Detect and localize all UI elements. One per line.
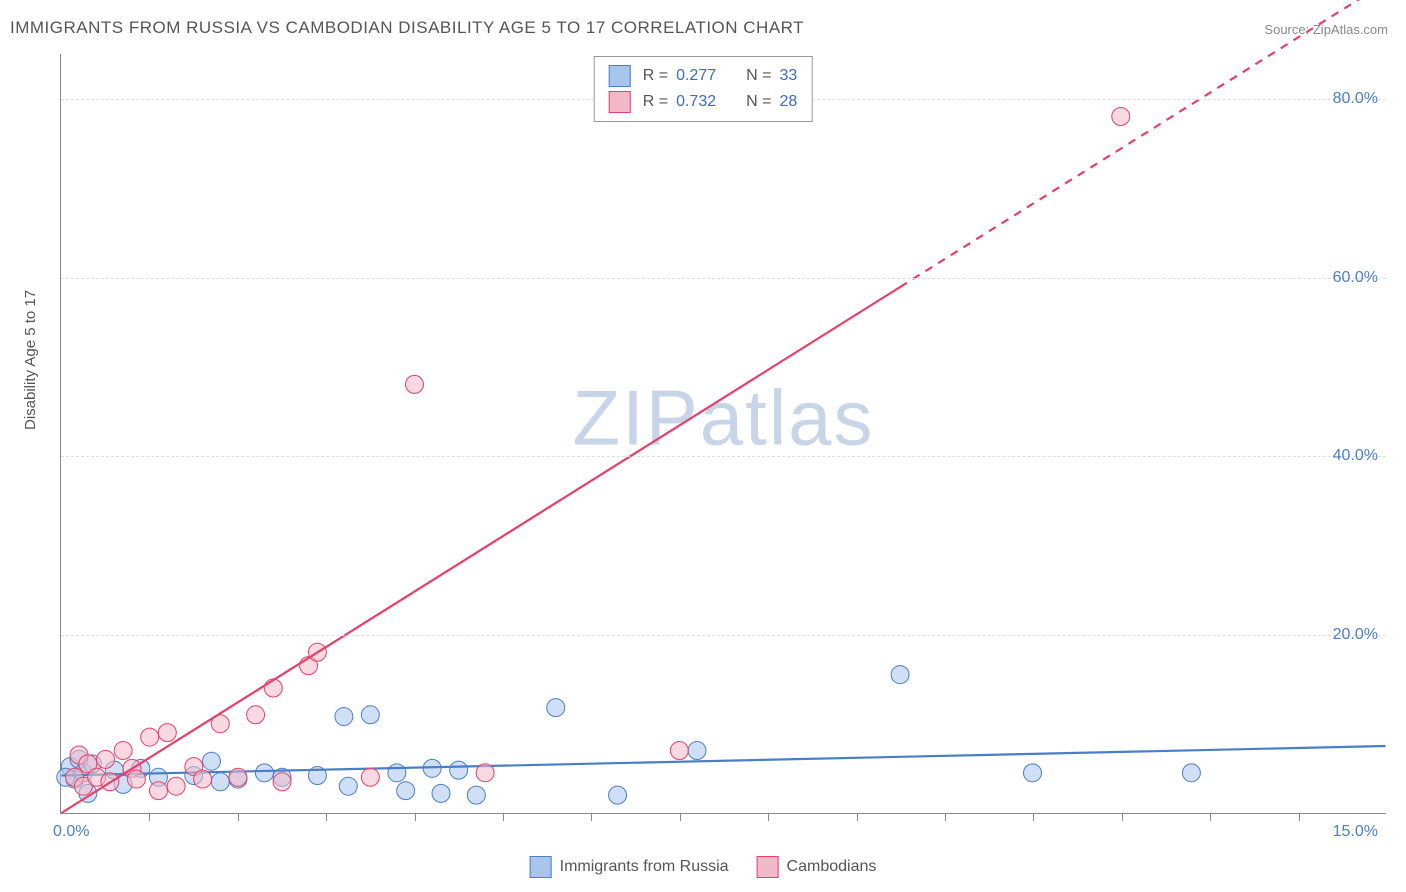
data-point [1112,108,1130,126]
x-tick [238,813,239,821]
data-point [158,724,176,742]
y-tick-label: 20.0% [1333,626,1378,644]
legend-item: Cambodians [757,856,877,878]
gridline [61,635,1386,636]
data-point [202,752,220,770]
x-tick [1033,813,1034,821]
x-axis-max-label: 15.0% [1333,823,1378,841]
legend-row: R = 0.277 N = 33 [609,63,798,89]
data-point [361,768,379,786]
x-tick [149,813,150,821]
x-tick [1299,813,1300,821]
data-point [1182,764,1200,782]
data-point [255,764,273,782]
data-point [114,742,132,760]
y-axis-title: Disability Age 5 to 17 [22,290,39,430]
gridline [61,456,1386,457]
data-point [339,777,357,795]
legend-r-value: 0.277 [676,63,716,89]
data-point [97,750,115,768]
data-point [688,742,706,760]
data-point [361,706,379,724]
data-point [432,784,450,802]
legend-swatch [609,65,631,87]
legend-row: R = 0.732 N = 28 [609,89,798,115]
data-point [891,666,909,684]
y-tick-label: 60.0% [1333,269,1378,287]
data-point [247,706,265,724]
data-point [335,708,353,726]
data-point [397,782,415,800]
data-point [609,786,627,804]
source-label: Source: [1264,22,1309,37]
legend-n-label: N = [746,63,771,89]
trend-line-dashed [900,0,1386,287]
legend-swatch [530,856,552,878]
legend-n-value: 28 [779,89,797,115]
x-tick [415,813,416,821]
data-point [476,764,494,782]
gridline [61,278,1386,279]
data-point [1024,764,1042,782]
x-tick [326,813,327,821]
legend-n-label: N = [746,89,771,115]
x-axis-min-label: 0.0% [53,823,89,841]
x-tick [680,813,681,821]
data-point [127,770,145,788]
trend-line [61,287,900,813]
correlation-legend: R = 0.277 N = 33 R = 0.732 N = 28 [594,56,813,122]
data-point [264,679,282,697]
data-point [388,764,406,782]
legend-item: Immigrants from Russia [530,856,729,878]
x-tick [503,813,504,821]
data-point [670,742,688,760]
data-point [194,770,212,788]
data-point [229,768,247,786]
source-attribution: Source: ZipAtlas.com [1264,22,1388,37]
x-tick [857,813,858,821]
y-tick-label: 80.0% [1333,90,1378,108]
legend-swatch [609,91,631,113]
legend-r-label: R = [643,63,668,89]
data-point [547,699,565,717]
data-point [467,786,485,804]
chart-svg [61,54,1386,813]
legend-series-name: Immigrants from Russia [560,858,729,876]
x-tick [768,813,769,821]
legend-series-name: Cambodians [787,858,877,876]
series-legend: Immigrants from Russia Cambodians [524,854,883,880]
x-tick [945,813,946,821]
data-point [450,761,468,779]
plot-area: ZIPatlas 0.0% 15.0% 20.0%40.0%60.0%80.0% [60,54,1386,814]
x-tick [591,813,592,821]
x-tick [1210,813,1211,821]
legend-n-value: 33 [779,63,797,89]
data-point [167,777,185,795]
x-tick [1122,813,1123,821]
data-point [273,773,291,791]
y-tick-label: 40.0% [1333,447,1378,465]
chart-title: IMMIGRANTS FROM RUSSIA VS CAMBODIAN DISA… [10,18,804,38]
data-point [406,375,424,393]
data-point [211,773,229,791]
data-point [141,728,159,746]
legend-swatch [757,856,779,878]
data-point [149,782,167,800]
source-value: ZipAtlas.com [1313,22,1388,37]
legend-r-value: 0.732 [676,89,716,115]
legend-r-label: R = [643,89,668,115]
